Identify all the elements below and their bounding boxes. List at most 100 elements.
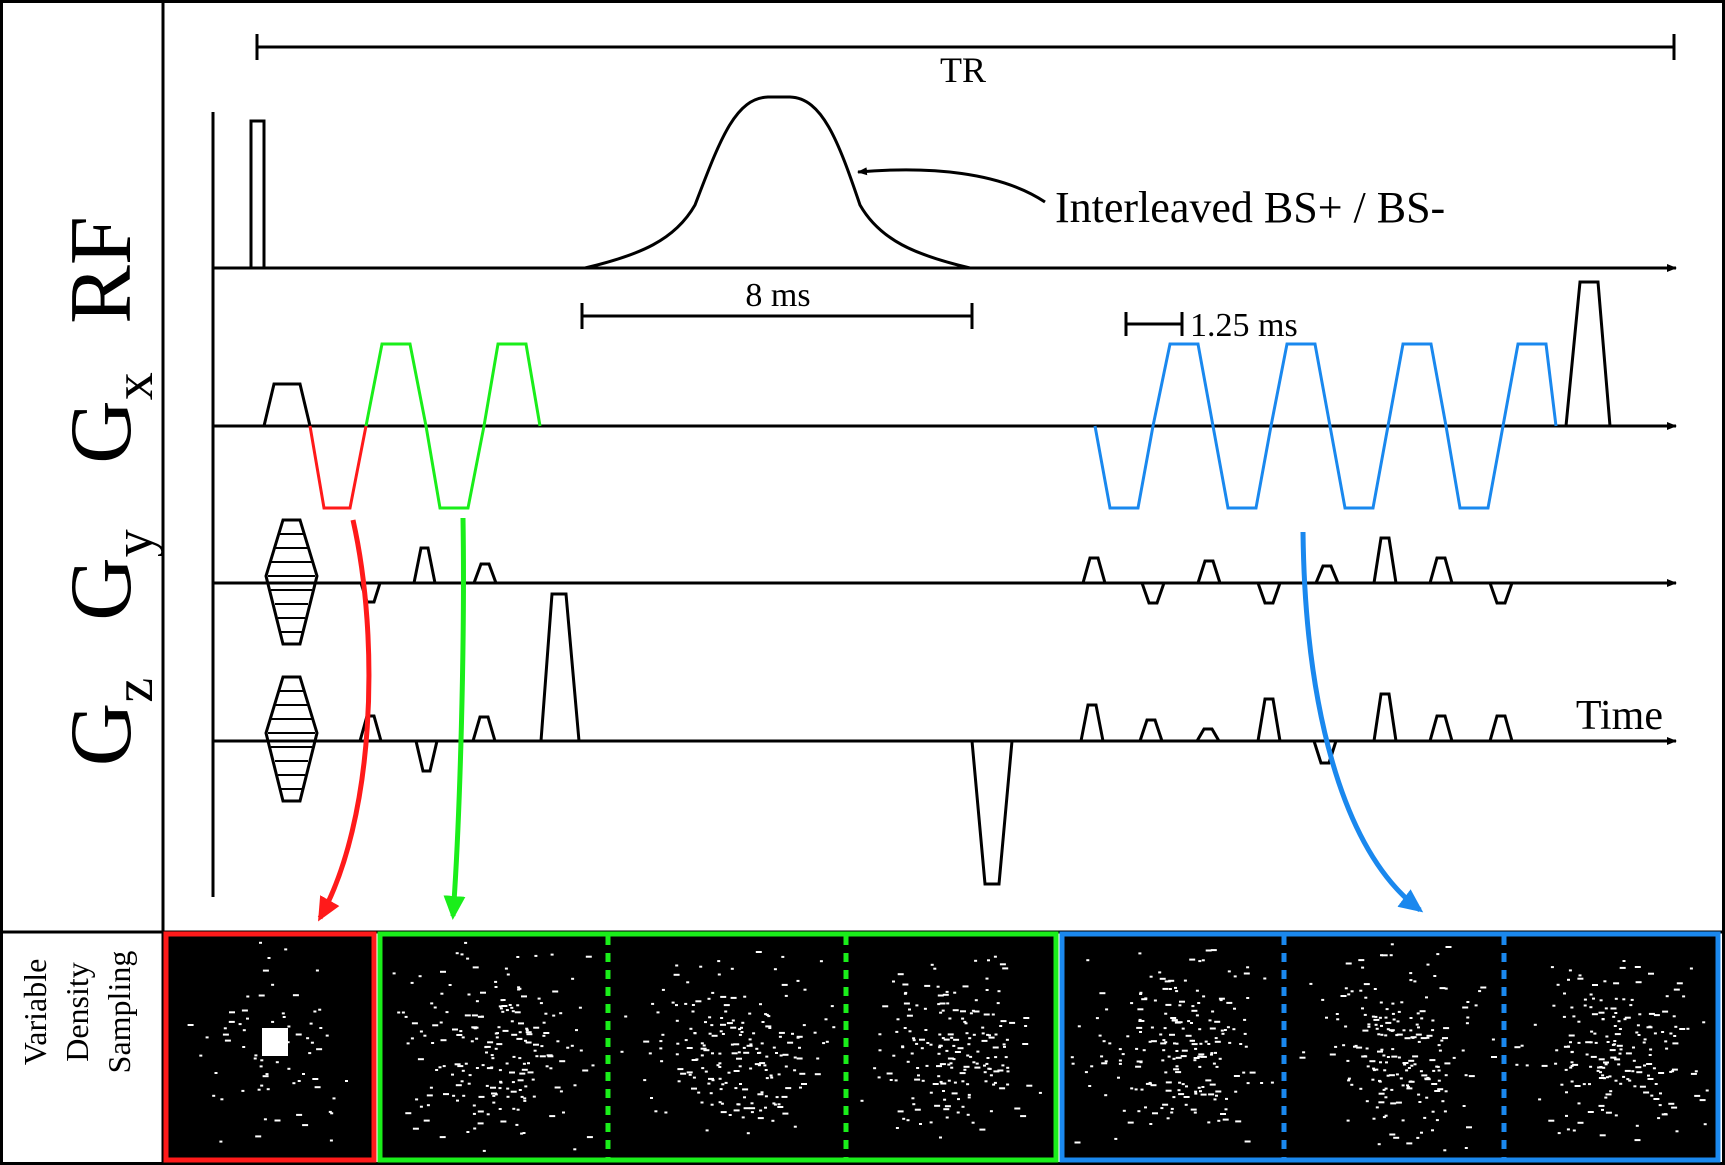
- gz-blip: [1428, 714, 1454, 742]
- sample-dot: [1408, 1080, 1415, 1083]
- sample-dot: [966, 1083, 970, 1086]
- sample-dot: [1577, 1041, 1581, 1044]
- sample-dot: [1002, 967, 1009, 970]
- sample-dot: [319, 1027, 323, 1029]
- sample-dot: [1653, 1014, 1660, 1017]
- sample-dot: [656, 1011, 660, 1014]
- sample-dot: [1673, 1035, 1677, 1037]
- sample-dot: [1389, 954, 1393, 957]
- sample-dot: [772, 1046, 776, 1049]
- sample-dot: [1172, 1057, 1176, 1060]
- sample-dot: [262, 969, 269, 972]
- sample-dot: [1426, 1036, 1430, 1039]
- sample-dot: [1386, 1074, 1390, 1077]
- sample-dot: [757, 1064, 761, 1067]
- sample-dot: [777, 1073, 781, 1076]
- sample-dot: [1344, 987, 1348, 990]
- sample-dot: [405, 1112, 412, 1115]
- sample-dot: [1570, 1006, 1574, 1009]
- sample-dot: [1346, 1059, 1350, 1062]
- sample-dot: [274, 1119, 281, 1122]
- sample-dot: [1419, 1010, 1426, 1013]
- gy-blip: [1488, 582, 1514, 605]
- sample-dot: [1588, 1083, 1591, 1086]
- sample-dot: [1321, 998, 1325, 1001]
- sample-dot: [1170, 1017, 1177, 1019]
- sample-dot: [1228, 1041, 1232, 1044]
- sample-dot: [1356, 1046, 1363, 1049]
- sample-dot: [1650, 1094, 1654, 1097]
- sample-dot: [930, 963, 934, 966]
- sample-dot: [1214, 1040, 1221, 1043]
- sample-dot: [312, 1078, 319, 1080]
- sample-dot: [475, 1037, 479, 1040]
- sample-dot: [1597, 1066, 1604, 1069]
- sample-dot: [1406, 1084, 1409, 1087]
- sample-dot: [912, 1039, 916, 1042]
- sample-dot: [1431, 1019, 1435, 1022]
- sample-dot: [314, 1086, 321, 1089]
- sample-dot: [1226, 1001, 1233, 1004]
- sample-dot: [1243, 1018, 1247, 1021]
- sample-dot: [1401, 1084, 1405, 1087]
- sample-dot: [819, 960, 823, 963]
- sample-dot: [892, 980, 895, 983]
- sample-dot: [897, 973, 904, 976]
- sample-dot: [412, 1127, 419, 1130]
- sample-dot: [738, 1033, 742, 1036]
- sample-dot: [1101, 1062, 1108, 1065]
- sample-dot: [501, 1010, 505, 1013]
- sample-dot: [691, 1010, 695, 1013]
- sample-dot: [498, 1087, 502, 1090]
- sample-dot: [736, 1057, 742, 1060]
- sample-dot: [796, 979, 800, 982]
- sample-dot: [723, 1004, 730, 1007]
- sample-dot: [1391, 1002, 1395, 1005]
- sample-dot: [1239, 1043, 1243, 1045]
- sample-dot: [689, 1027, 693, 1030]
- sample-dot: [989, 1110, 993, 1113]
- sample-dot: [1164, 1071, 1168, 1074]
- sample-dot: [1190, 1108, 1197, 1111]
- sample-dot: [684, 1039, 688, 1042]
- sample-dot: [916, 1067, 920, 1069]
- sample-dot: [767, 1015, 771, 1018]
- sample-dot: [426, 1104, 430, 1107]
- sample-dot: [1152, 1112, 1158, 1115]
- sample-dot: [967, 1043, 971, 1046]
- sample-dot: [1423, 1116, 1427, 1119]
- sample-dot: [974, 959, 978, 962]
- sample-dot: [1408, 1059, 1415, 1062]
- sample-dot: [532, 1095, 536, 1098]
- sample-dot: [877, 1076, 881, 1079]
- sample-dot: [1431, 1083, 1438, 1085]
- sample-dot: [1104, 1094, 1108, 1097]
- sample-dot: [1466, 1016, 1470, 1019]
- sample-dot: [1190, 1022, 1193, 1024]
- sample-dot: [813, 1031, 817, 1034]
- sample-dot: [1437, 1079, 1441, 1082]
- sample-dot: [707, 1082, 711, 1085]
- sample-dot: [950, 1036, 954, 1039]
- sample-dot: [1574, 1085, 1581, 1087]
- sample-dot: [1189, 1039, 1193, 1042]
- sample-dot: [1380, 1033, 1384, 1036]
- sample-dot: [1208, 1093, 1215, 1096]
- gy-blip: [412, 546, 437, 584]
- sample-dot: [738, 1028, 742, 1031]
- sample-dot: [1172, 1096, 1176, 1099]
- sample-dot: [439, 1021, 443, 1024]
- sample-dot: [1149, 1123, 1153, 1125]
- sample-dot: [467, 993, 471, 996]
- sample-dot: [455, 1084, 462, 1087]
- sample-dot: [896, 1018, 900, 1021]
- sample-dot: [499, 1080, 503, 1083]
- sample-dot: [1227, 970, 1231, 973]
- sample-dot: [1117, 1076, 1120, 1079]
- sample-dot: [985, 989, 989, 991]
- sample-dot: [731, 1019, 735, 1022]
- sample-dot: [1663, 1113, 1667, 1116]
- sample-dot: [1410, 1064, 1414, 1067]
- sample-dot: [1577, 1121, 1584, 1124]
- sample-dot: [1359, 1087, 1363, 1090]
